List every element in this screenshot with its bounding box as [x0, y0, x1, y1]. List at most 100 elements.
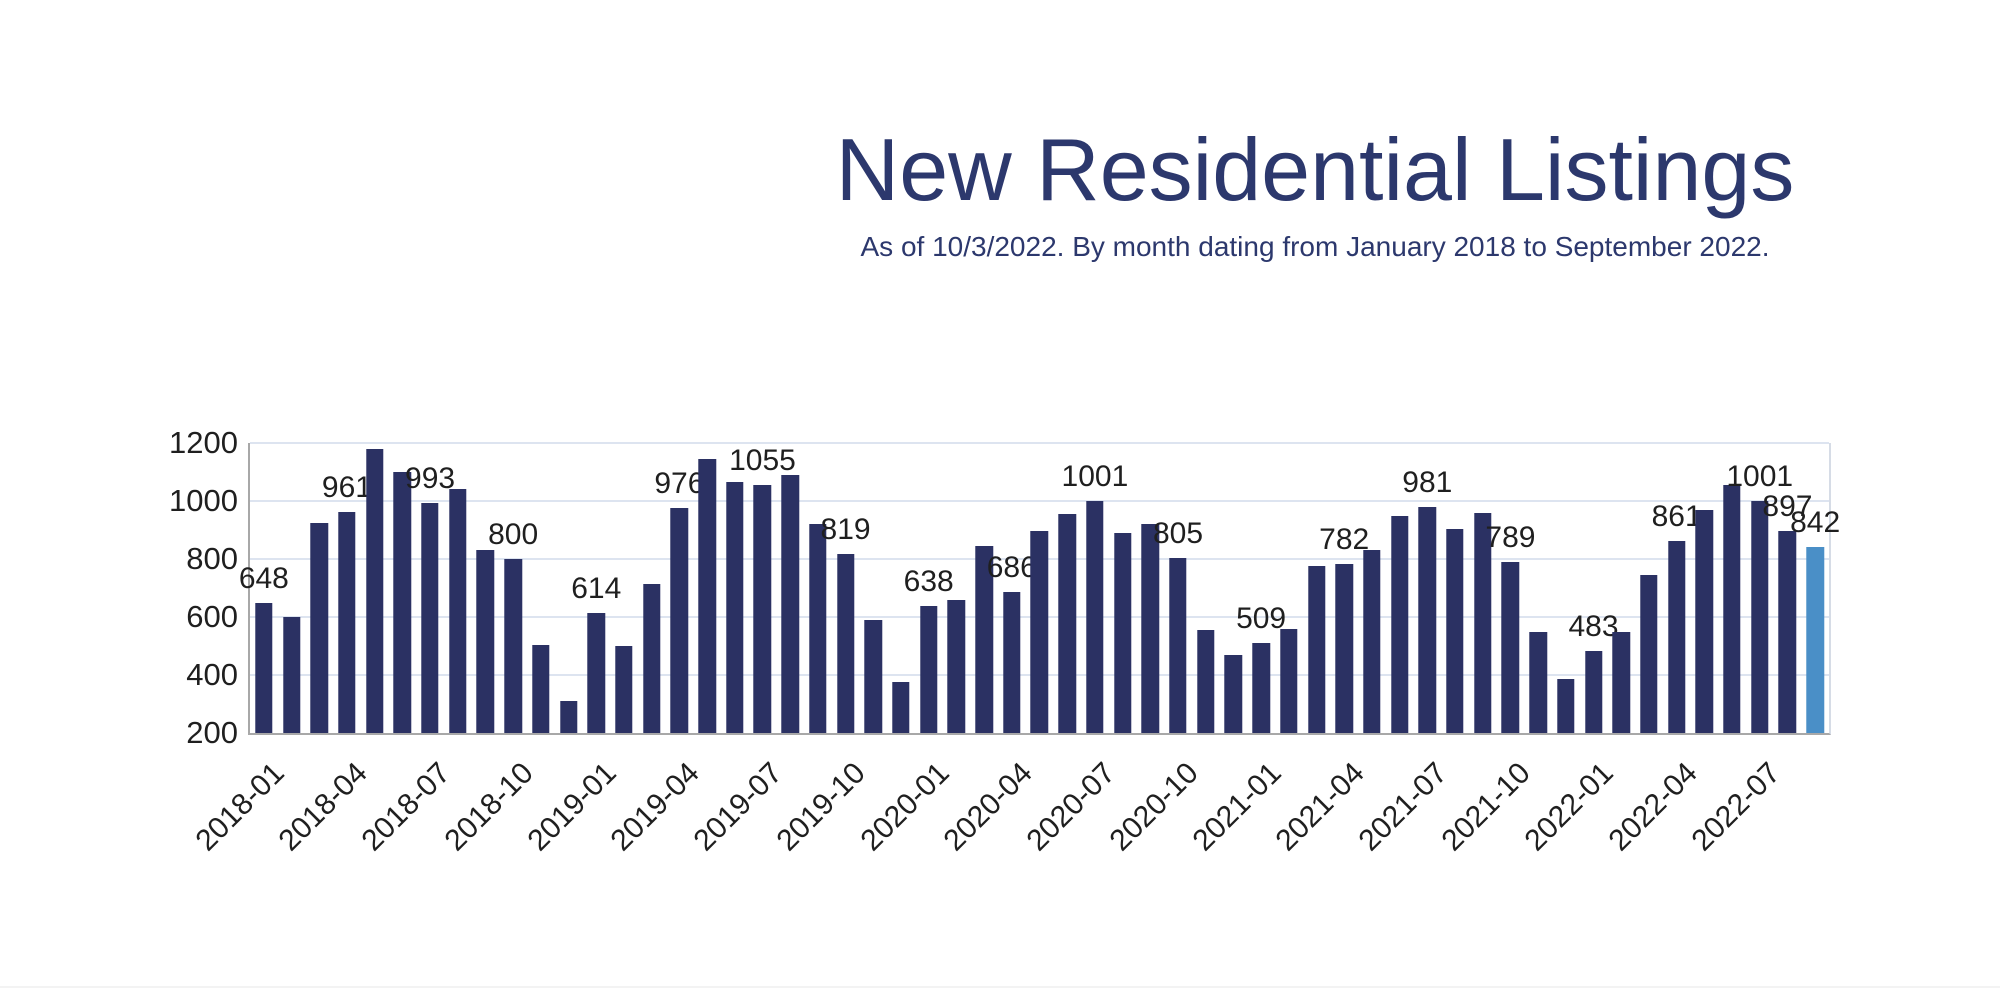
x-tick-label: 2021-07: [1352, 756, 1454, 858]
x-tick-label: 2019-07: [687, 756, 790, 858]
bar-value-label-2021-10: 789: [1485, 521, 1536, 555]
bar-slot-2020-12: [1220, 443, 1248, 733]
bar-value-label-2019-07: 1055: [729, 444, 796, 478]
bar-value-label-2020-07: 1001: [1061, 459, 1129, 493]
y-tick-label: 1000: [169, 483, 238, 518]
bar-2021-03: [1307, 566, 1326, 733]
x-tick-label: 2022-04: [1602, 756, 1704, 858]
bar-slot-2018-06: [389, 443, 417, 733]
bar-slot-2021-03: [1303, 443, 1331, 733]
bar-value-label-2021-04: 782: [1319, 523, 1370, 557]
bar-slot-2021-01: 509: [1236, 443, 1286, 733]
bar-slot-2018-11: [527, 443, 555, 733]
x-tick-label: 2022-07: [1685, 756, 1787, 858]
bar-slot-2020-07: 1001: [1062, 443, 1128, 733]
bar-slot-2020-02: [943, 443, 971, 733]
bar-2020-06: [1058, 514, 1076, 733]
bar-2019-07: [753, 485, 772, 733]
bar-2019-03: [642, 583, 661, 733]
bar-2018-09: [476, 550, 495, 733]
x-tick-label: 2018-10: [438, 756, 540, 858]
bar-slot-2021-10: 789: [1485, 443, 1535, 733]
bar-2018-08: [449, 489, 467, 733]
bar-slot-2022-07: 1001: [1726, 443, 1793, 733]
bar-slot-2021-06: [1386, 443, 1414, 733]
bar-slot-2018-01: 648: [239, 443, 289, 733]
bar-2022-08: [1778, 530, 1797, 733]
bar-2019-12: [892, 682, 910, 733]
bar-2018-04: [338, 512, 356, 733]
y-axis-labels: 200 400 600 800 1000 1200: [0, 427, 238, 749]
bar-2020-07: [1086, 500, 1104, 733]
bar-slot-2019-11: [859, 443, 887, 733]
x-tick-label: 2018-04: [272, 756, 374, 858]
bar-slot-2018-03: [305, 443, 333, 733]
bar-slot-2022-01: 483: [1568, 443, 1619, 733]
bar-2020-09: [1141, 524, 1160, 733]
bar-slot-2020-11: [1192, 443, 1220, 733]
bar-2021-07: [1418, 506, 1437, 733]
bar-2022-04: [1667, 541, 1686, 733]
bar-value-label-2021-07: 981: [1402, 465, 1453, 499]
bar-2021-12: [1557, 679, 1575, 733]
bar-slot-2019-02: [610, 443, 638, 733]
bar-value-label-2022-04: 861: [1651, 500, 1702, 534]
bar-slot-2019-10: 819: [821, 443, 871, 733]
bar-value-label-2022-08: 897: [1762, 489, 1813, 523]
bar-slot-2021-02: [1275, 443, 1303, 733]
x-tick-label: 2020-01: [854, 756, 956, 858]
bar-value-label-2020-01: 638: [903, 564, 954, 598]
x-tick-label: 2019-10: [771, 756, 873, 858]
x-tick-label: 2021-01: [1186, 756, 1288, 858]
bar-2020-01: [919, 605, 938, 733]
bar-slot-2018-08: [444, 443, 472, 733]
bar-slot-2022-06: [1718, 443, 1746, 733]
bar-slot-2022-05: [1690, 443, 1718, 733]
bar-slot-2020-10: 805: [1153, 443, 1203, 733]
bar-slot-2022-08: 897: [1762, 443, 1812, 733]
bar-slot-2020-08: [1109, 443, 1137, 733]
bar-value-label-2018-10: 800: [488, 518, 539, 551]
bar-2022-02: [1612, 631, 1630, 733]
bar-slot-2020-09: [1136, 443, 1164, 733]
bar-slot-2019-09: [804, 443, 832, 733]
bar-slot-2018-05: [361, 443, 389, 733]
bar-slot-2018-12: [555, 443, 583, 733]
x-tick-label: 2019-01: [521, 756, 623, 858]
bar-2019-11: [864, 619, 882, 733]
bar-2019-08: [781, 474, 799, 733]
bar-2018-05: [365, 448, 384, 733]
chart-header: New Residential Listings As of 10/3/2022…: [715, 124, 1915, 264]
bar-2021-10: [1501, 562, 1520, 733]
bar-2022-05: [1695, 509, 1714, 733]
x-tick-label: 2022-01: [1518, 756, 1621, 858]
bar-slot-2019-03: [638, 443, 666, 733]
bar-slot-2019-05: [693, 443, 721, 733]
bar-value-label-2018-07: 993: [405, 462, 456, 496]
y-tick-label: 1200: [169, 425, 238, 460]
bar-slot-2021-11: [1524, 443, 1552, 733]
bar-slot-2018-02: [278, 443, 306, 733]
bar-2019-09: [809, 524, 827, 733]
x-tick-label: 2020-04: [937, 756, 1039, 858]
bar-2022-03: [1640, 574, 1658, 733]
y-tick-label: 600: [186, 599, 238, 634]
bar-value-label-2022-07: 1001: [1726, 459, 1794, 493]
bar-value-label-2022-09: 842: [1790, 505, 1841, 539]
x-tick-label: 2020-10: [1103, 756, 1205, 858]
bar-slot-2020-06: [1053, 443, 1081, 733]
bar-2019-05: [698, 458, 716, 733]
bar-2020-05: [1030, 531, 1049, 733]
bar-slot-2020-01: 638: [904, 443, 954, 733]
x-axis-labels: 2018-01 2018-04 2018-07 2018-10 2019-01 2019-…: [189, 747, 1829, 877]
bar-2018-12: [559, 701, 578, 733]
x-tick-label: 2020-07: [1020, 756, 1122, 858]
bar-2020-12: [1224, 654, 1243, 733]
bar-2021-04: [1335, 564, 1353, 733]
x-tick-label: 2019-04: [604, 756, 707, 858]
bar-2020-10: [1169, 557, 1187, 733]
bar-slot-2020-04: 686: [987, 443, 1037, 733]
bar-2021-05: [1363, 550, 1381, 733]
bar-slot-2018-09: [472, 443, 500, 733]
